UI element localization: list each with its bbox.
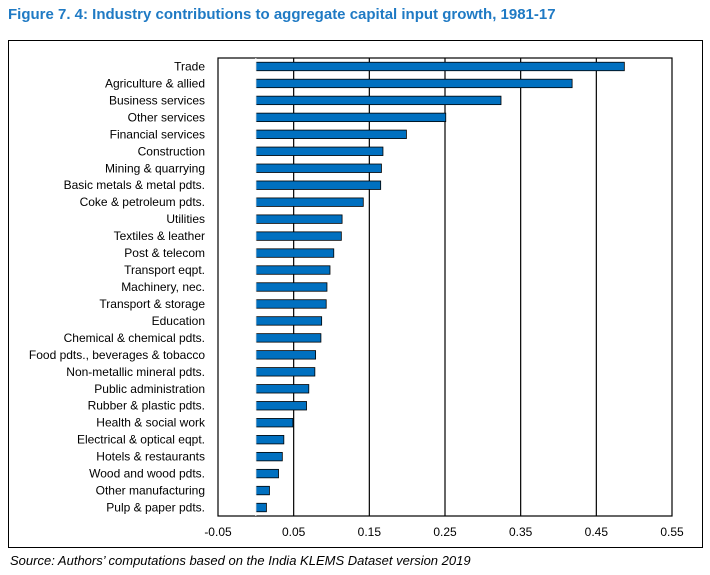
x-tick-label: 0.45 [585,525,609,539]
bar [255,418,294,428]
bar [255,282,328,292]
x-tick-label: 0.55 [660,525,684,539]
category-label: Electrical & optical eqpt. [77,433,205,447]
category-label: Textiles & leather [114,229,205,243]
category-label: Transport eqpt. [124,263,205,277]
bar [255,95,502,106]
bar [255,435,285,445]
category-label: Mining & quarrying [105,161,205,175]
x-tick-label: 0.05 [282,525,306,539]
category-label: Wood and wood pdts. [89,467,205,481]
category-label: Business services [109,93,205,107]
figure-title: Figure 7. 4: Industry contributions to a… [8,6,556,23]
bar [255,78,573,89]
x-tick-label: 0.15 [358,525,382,539]
bar [255,384,310,394]
bar [255,231,342,241]
bar [255,350,317,360]
chart-frame [8,40,703,548]
bar [255,112,447,123]
category-label: Basic metals & metal pdts. [64,178,205,192]
x-tick-label: 0.25 [433,525,457,539]
bar [255,485,270,496]
bar [255,316,323,326]
category-label: Financial services [110,127,205,141]
category-label: Hotels & restaurants [96,450,205,464]
source-note: Source: Authors’ computations based on t… [10,553,471,568]
bar [255,299,327,309]
category-label: Agriculture & allied [105,76,205,90]
bar [255,197,364,207]
bar [255,367,316,377]
bar [255,61,625,72]
category-label: Other manufacturing [96,484,205,498]
bar [255,502,267,513]
category-label: Post & telecom [124,246,205,260]
category-label: Chemical & chemical pdts. [64,331,205,345]
category-label: Coke & petroleum pdts. [80,195,205,209]
category-label: Machinery, nec. [121,280,205,294]
category-label: Health & social work [96,416,206,430]
category-label: Education [152,314,205,328]
bar [255,451,283,462]
bar [255,146,384,156]
bar [255,214,343,224]
x-tick-label: 0.35 [509,525,533,539]
category-label: Non-metallic mineral pdts. [66,365,205,379]
bar [255,180,382,190]
bar [255,163,382,173]
bar [255,129,407,139]
bar [255,333,322,343]
category-label: Utilities [166,212,205,226]
bar [255,265,331,275]
category-label: Construction [138,144,205,158]
category-label: Trade [174,59,205,73]
x-tick-label: -0.05 [204,525,232,539]
bar [255,248,335,258]
category-label: Pulp & paper pdts. [106,501,205,515]
category-label: Food pdts., beverages & tobacco [29,348,205,362]
category-label: Public administration [94,382,205,396]
bar [255,401,307,411]
category-label: Rubber & plastic pdts. [88,399,205,413]
category-label: Other services [128,110,205,124]
bar [255,468,279,479]
category-label: Transport & storage [99,297,205,311]
